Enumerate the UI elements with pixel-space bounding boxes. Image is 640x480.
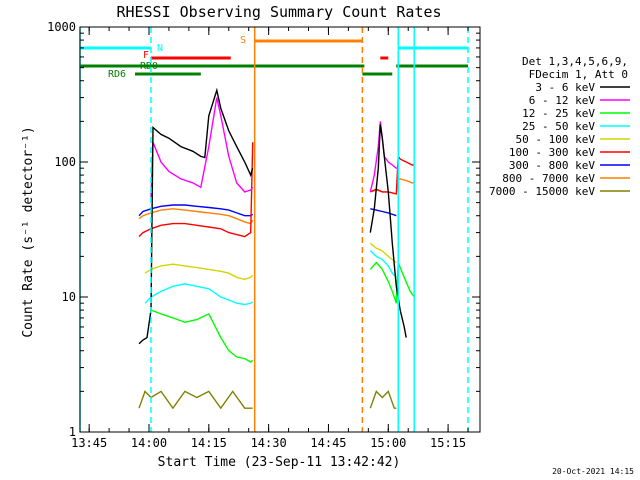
series-line-25-50-kev: [144, 283, 254, 306]
x-tick-label: 14:00: [131, 436, 167, 450]
legend-label-100-300-kev: 100 - 300 keV: [509, 146, 595, 159]
x-tick-label: 13:45: [71, 436, 107, 450]
legend-label-3-6-kev: 3 - 6 keV: [535, 81, 595, 94]
series-line-6-12-kev: [150, 97, 254, 198]
flag-label-rd0: RD0: [140, 61, 158, 72]
flag-label-s: S: [240, 35, 246, 46]
legend-label-6-12-kev: 6 - 12 keV: [529, 94, 596, 107]
x-tick-label: 14:45: [310, 436, 346, 450]
flag-bars: NF S RD0 RD6: [80, 35, 469, 80]
x-tick-label: 14:15: [191, 436, 227, 450]
series-line-50-100-kev: [144, 263, 254, 281]
series-line-3-6-kev: [369, 124, 407, 338]
axes: 13:45 14:00 14:15 14:30 14:45 15:00 15:15 1 10 10…: [47, 20, 480, 450]
y-tick-label: 10: [62, 290, 76, 304]
chart-title: RHESSI Observing Summary Count Rates: [116, 3, 441, 21]
footer-timestamp: 20-Oct-2021 14:15: [552, 467, 634, 476]
x-tick-label: 15:15: [430, 436, 466, 450]
series-group: [138, 87, 415, 410]
legend-label-12-25-kev: 12 - 25 keV: [522, 107, 595, 120]
x-tick-label: 15:00: [370, 436, 406, 450]
series-line-25-50-kev: [369, 250, 397, 278]
series-line-7000-15000-kev: [138, 390, 253, 410]
y-tick-label: 1000: [47, 20, 76, 34]
legend-header: Det 1,3,4,5,6,9,: [522, 55, 628, 68]
y-tick-label: 100: [54, 155, 76, 169]
series-line-100-300-kev: [138, 142, 254, 238]
legend-label-800-7000-kev: 800 - 7000 keV: [502, 172, 595, 185]
plot-frame: [79, 26, 481, 433]
series-line-100-300-kev: [370, 154, 415, 195]
legend: Det 1,3,4,5,6,9,FDecim 1, Att 03 - 6 keV…: [489, 55, 630, 198]
flag-label-rd6: RD6: [108, 69, 126, 80]
legend-label-25-50-kev: 25 - 50 keV: [522, 120, 595, 133]
legend-label-50-100-kev: 50 - 100 keV: [516, 133, 596, 146]
y-axis-label: Count Rate (s⁻¹ detector⁻¹): [21, 126, 36, 337]
flag-label-n: N: [157, 43, 163, 54]
flag-label-f: F: [143, 50, 149, 61]
legend-label-7000-15000-kev: 7000 - 15000 keV: [489, 185, 595, 198]
y-tick-label: 1: [69, 425, 76, 439]
x-axis-label: Start Time (23-Sep-11 13:42:42): [158, 455, 401, 470]
legend-header: FDecim 1, Att 0: [529, 68, 628, 81]
series-line-12-25-kev: [150, 309, 254, 363]
series-line-50-100-kev: [369, 242, 397, 264]
series-line-7000-15000-kev: [369, 390, 397, 409]
x-tick-label: 14:30: [251, 436, 287, 450]
series-line-12-25-kev: [369, 261, 415, 304]
legend-label-300-800-kev: 300 - 800 keV: [509, 159, 595, 172]
